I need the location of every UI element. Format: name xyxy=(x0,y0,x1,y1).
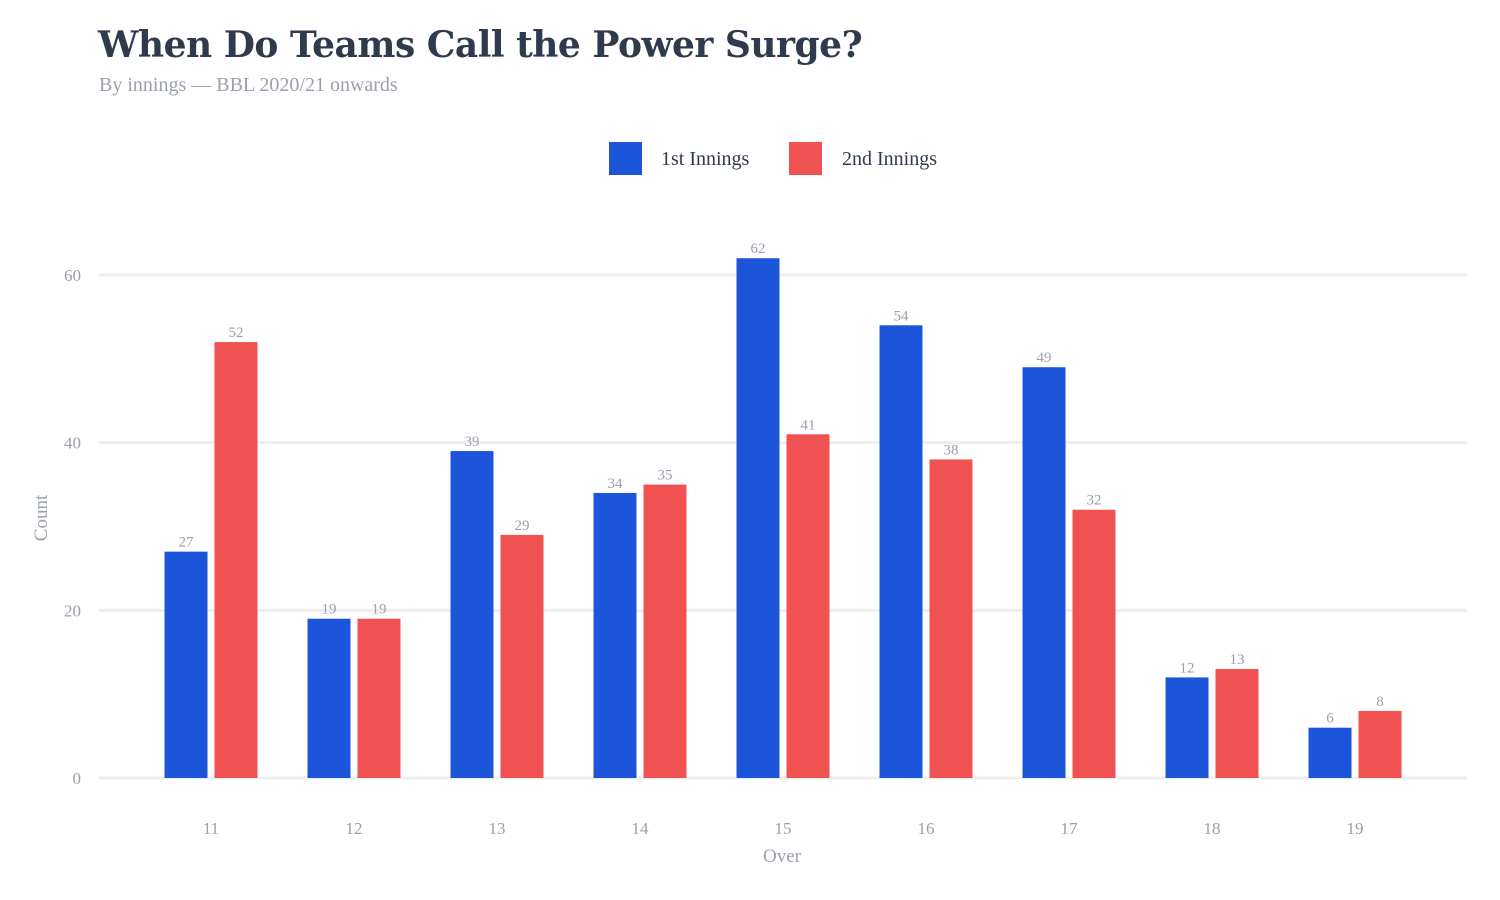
x-tick-label: 11 xyxy=(203,819,219,838)
data-label: 8 xyxy=(1376,694,1384,710)
data-label: 19 xyxy=(372,602,387,618)
bar xyxy=(164,551,208,778)
bar xyxy=(929,459,973,778)
legend-label: 1st Innings xyxy=(661,148,750,170)
data-label: 19 xyxy=(322,602,337,618)
x-axis-title: Over xyxy=(763,846,802,867)
bars xyxy=(164,258,1402,778)
bar xyxy=(500,534,544,778)
bar xyxy=(593,492,637,778)
data-label: 41 xyxy=(801,417,816,433)
data-label: 29 xyxy=(515,518,530,534)
data-label: 49 xyxy=(1037,350,1052,366)
x-tick-label: 19 xyxy=(1347,819,1364,838)
x-tick-label: 14 xyxy=(632,819,650,838)
bar xyxy=(357,618,401,778)
bar xyxy=(643,484,687,778)
data-label: 6 xyxy=(1326,711,1334,727)
data-label: 32 xyxy=(1087,493,1102,509)
legend-label: 2nd Innings xyxy=(842,148,937,170)
x-tick-label: 13 xyxy=(489,819,506,838)
data-label: 54 xyxy=(894,308,910,324)
legend-swatch xyxy=(789,142,822,175)
bar xyxy=(214,342,258,778)
x-axis-ticks: 11 12 13 14 15 16 17 18 19 xyxy=(203,819,1364,838)
y-tick-label: 40 xyxy=(64,434,81,453)
bar xyxy=(1072,509,1116,778)
y-tick-label: 0 xyxy=(73,769,82,788)
data-label: 27 xyxy=(179,535,195,551)
x-tick-label: 12 xyxy=(346,819,363,838)
chart-title: When Do Teams Call the Power Surge? xyxy=(98,24,863,66)
bar xyxy=(1308,727,1352,778)
bar xyxy=(1022,367,1066,778)
y-axis-ticks: 0 20 40 60 xyxy=(64,266,81,788)
x-tick-label: 15 xyxy=(775,819,792,838)
bar xyxy=(1215,669,1259,778)
data-label: 12 xyxy=(1180,660,1195,676)
bar xyxy=(879,325,923,778)
data-label: 35 xyxy=(658,468,673,484)
bar xyxy=(1358,710,1402,778)
bar xyxy=(307,618,351,778)
chart-subtitle: By innings — BBL 2020/21 onwards xyxy=(99,74,398,96)
y-tick-label: 60 xyxy=(64,266,81,285)
data-label: 39 xyxy=(465,434,480,450)
y-tick-label: 20 xyxy=(64,601,81,620)
legend-swatch xyxy=(609,142,642,175)
x-tick-label: 16 xyxy=(918,819,935,838)
bar xyxy=(450,451,494,778)
legend: 1st Innings 2nd Innings xyxy=(609,142,937,175)
gridlines xyxy=(99,273,1467,780)
x-tick-label: 18 xyxy=(1204,819,1221,838)
data-label: 52 xyxy=(229,325,244,341)
data-label: 34 xyxy=(608,476,624,492)
data-labels: 27 52 19 19 39 29 34 35 62 41 54 38 49 32 12 13 6 8 xyxy=(179,241,1384,726)
bar xyxy=(736,258,780,778)
data-label: 38 xyxy=(944,442,959,458)
bar xyxy=(1165,677,1209,778)
data-label: 62 xyxy=(751,241,766,257)
bar xyxy=(786,434,830,778)
y-axis-title: Count xyxy=(31,494,52,541)
x-tick-label: 17 xyxy=(1061,819,1079,838)
data-label: 13 xyxy=(1230,652,1245,668)
